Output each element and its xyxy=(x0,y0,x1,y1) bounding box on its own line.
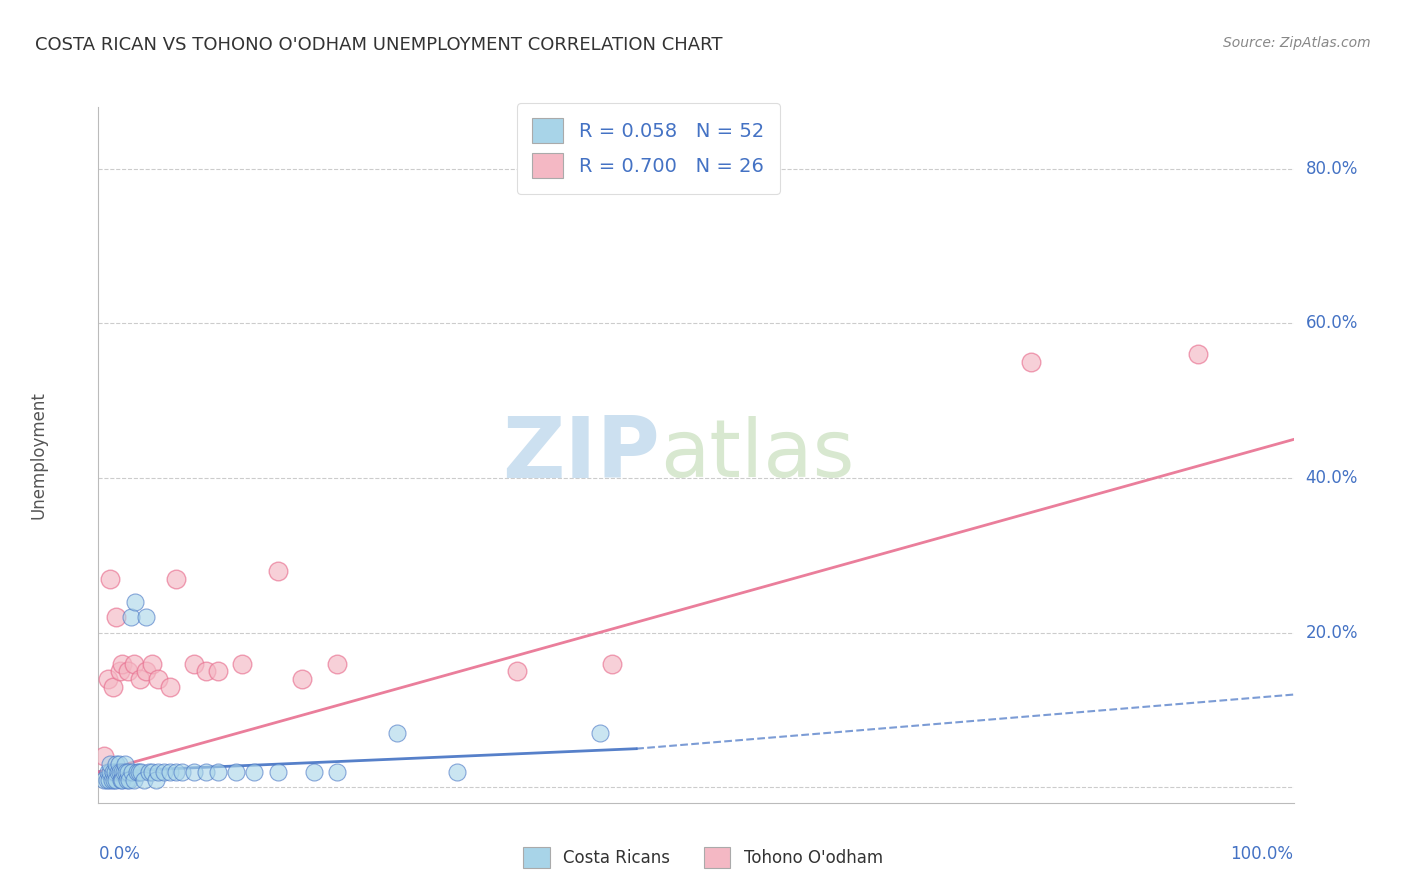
Point xyxy=(207,665,229,679)
Point xyxy=(114,757,136,772)
Point xyxy=(115,772,138,787)
Point xyxy=(105,757,128,772)
Point xyxy=(225,764,247,779)
Point xyxy=(97,672,120,686)
Point xyxy=(172,764,194,779)
Point xyxy=(131,764,153,779)
Point xyxy=(326,657,349,671)
Point xyxy=(129,672,152,686)
Text: 0.0%: 0.0% xyxy=(98,845,141,863)
Point xyxy=(117,764,139,779)
Text: 80.0%: 80.0% xyxy=(1305,160,1358,178)
Point xyxy=(132,772,155,787)
Point xyxy=(194,764,217,779)
Text: 20.0%: 20.0% xyxy=(1305,624,1358,641)
Point xyxy=(165,572,187,586)
Point xyxy=(117,665,139,679)
Point xyxy=(107,764,129,779)
Point xyxy=(124,595,146,609)
Point xyxy=(267,764,290,779)
Point xyxy=(385,726,409,740)
Legend: R = 0.058   N = 52, R = 0.700   N = 26: R = 0.058 N = 52, R = 0.700 N = 26 xyxy=(516,103,780,194)
Point xyxy=(98,772,121,787)
Point xyxy=(118,772,141,787)
Point xyxy=(194,665,217,679)
Text: 100.0%: 100.0% xyxy=(1230,845,1294,863)
Point xyxy=(120,610,142,624)
Point xyxy=(231,657,253,671)
Point xyxy=(108,665,131,679)
Point xyxy=(1187,347,1209,361)
Point xyxy=(103,772,125,787)
Point xyxy=(148,764,170,779)
Text: 40.0%: 40.0% xyxy=(1305,469,1358,487)
Point xyxy=(105,610,128,624)
Point xyxy=(98,764,122,779)
Point xyxy=(159,764,181,779)
Point xyxy=(589,726,612,740)
Point xyxy=(104,764,127,779)
Point xyxy=(138,764,160,779)
Point xyxy=(93,772,115,787)
Point xyxy=(165,764,187,779)
Point xyxy=(243,764,266,779)
Point xyxy=(125,764,148,779)
Point xyxy=(112,764,135,779)
Point xyxy=(111,657,134,671)
Point xyxy=(100,772,122,787)
Point xyxy=(446,764,468,779)
Point xyxy=(121,764,143,779)
Point xyxy=(183,657,205,671)
Point xyxy=(135,610,157,624)
Legend: Costa Ricans, Tohono O'odham: Costa Ricans, Tohono O'odham xyxy=(516,840,890,875)
Point xyxy=(98,757,122,772)
Point xyxy=(96,772,118,787)
Point xyxy=(101,680,124,694)
Text: COSTA RICAN VS TOHONO O'ODHAM UNEMPLOYMENT CORRELATION CHART: COSTA RICAN VS TOHONO O'ODHAM UNEMPLOYME… xyxy=(35,36,723,54)
Text: ZIP: ZIP xyxy=(502,413,661,497)
Text: Unemployment: Unemployment xyxy=(30,391,48,519)
Point xyxy=(141,657,163,671)
Point xyxy=(110,772,132,787)
Point xyxy=(267,564,290,578)
Point xyxy=(98,572,122,586)
Point xyxy=(101,764,124,779)
Point xyxy=(141,764,163,779)
Point xyxy=(115,764,138,779)
Text: atlas: atlas xyxy=(661,416,855,494)
Point xyxy=(183,764,205,779)
Text: 60.0%: 60.0% xyxy=(1305,315,1358,333)
Point xyxy=(153,764,176,779)
Point xyxy=(97,764,120,779)
Point xyxy=(111,772,134,787)
Point xyxy=(111,764,134,779)
Point xyxy=(145,772,167,787)
Point xyxy=(326,764,349,779)
Point xyxy=(105,772,128,787)
Point xyxy=(107,757,129,772)
Point xyxy=(124,772,146,787)
Point xyxy=(600,657,623,671)
Point xyxy=(302,764,325,779)
Point xyxy=(93,749,115,764)
Point xyxy=(207,764,229,779)
Point xyxy=(135,665,157,679)
Point xyxy=(290,672,312,686)
Point xyxy=(108,764,131,779)
Point xyxy=(506,665,529,679)
Point xyxy=(148,672,170,686)
Point xyxy=(128,764,150,779)
Point xyxy=(159,680,181,694)
Point xyxy=(1019,355,1042,369)
Point xyxy=(124,657,146,671)
Text: Source: ZipAtlas.com: Source: ZipAtlas.com xyxy=(1223,36,1371,50)
